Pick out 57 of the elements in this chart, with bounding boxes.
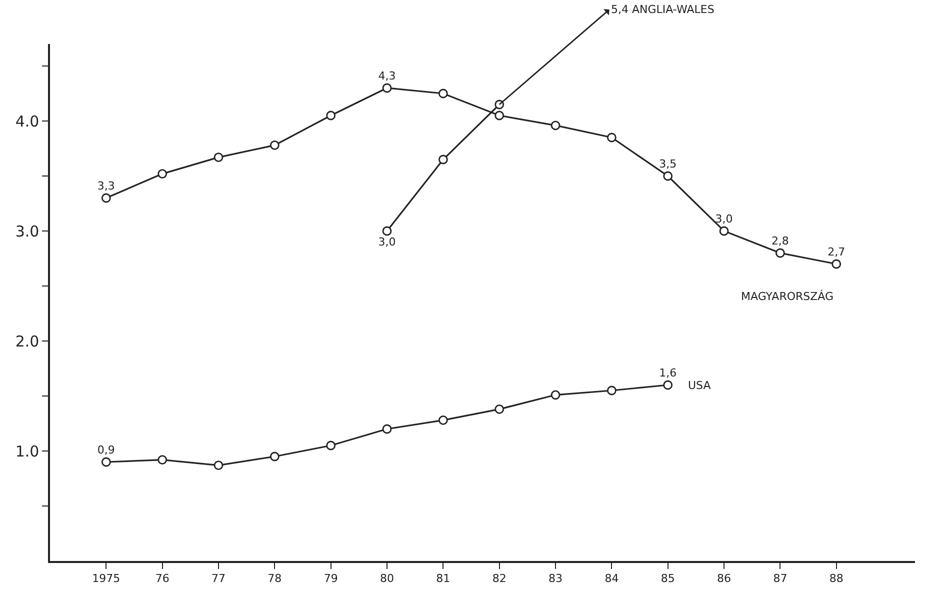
x-tick-label: 88 [829,572,844,585]
point [663,380,673,390]
x-tick-label: 85 [660,572,675,585]
x-tick-label: 84 [604,572,619,585]
point [214,460,224,470]
point [101,193,111,203]
data-label: 2,7 [828,245,846,258]
x-tick-label: 76 [155,572,170,585]
y-tick-label: 3.0 [15,222,40,240]
annotation: 5,4 ANGLIA-WALES [611,3,714,16]
point [438,154,448,164]
point [382,83,392,93]
data-label: 1,6 [659,366,677,380]
x-tick-label: 1975 [92,572,120,585]
point [606,132,616,142]
data-label: 4,3 [378,69,396,82]
x-tick-label: 83 [548,572,563,585]
point [438,416,448,425]
point [438,88,448,98]
series-label: USA [688,379,712,392]
x-tick-label: 87 [773,572,788,585]
point [101,457,111,467]
x-tick-label: 78 [268,572,282,585]
point [494,404,504,414]
point [494,110,504,120]
point [832,259,842,269]
point [382,424,392,434]
data-label: 2,8 [771,234,789,248]
y-tick-label: 2.0 [15,332,40,350]
point [158,455,168,464]
point [382,226,392,236]
point [270,140,280,150]
y-tick-label: 4.0 [15,112,40,130]
data-label: 3,0 [715,212,733,226]
point [326,110,336,120]
point [663,171,673,181]
data-label: 0,9 [97,443,115,456]
text: MAGYARORSZÁG [741,289,834,303]
x-tick-label: 80 [380,572,394,585]
x-tick-label: 79 [324,572,338,585]
x-tick-label: 81 [436,572,450,585]
point [606,386,616,396]
point [775,248,785,258]
data-label: 3,3 [97,179,115,192]
point [270,452,280,462]
x-tick-label: 77 [212,572,226,585]
point [550,120,560,130]
point [214,152,224,162]
data-label: 3,0 [378,235,396,248]
point [326,440,336,450]
data-label: 3,5 [659,157,677,170]
point [550,390,560,400]
point [158,169,168,178]
x-tick-label: 82 [492,572,506,585]
x-tick-label: 86 [717,572,732,585]
y-tick-label: 1.0 [15,442,40,460]
point [719,226,729,236]
